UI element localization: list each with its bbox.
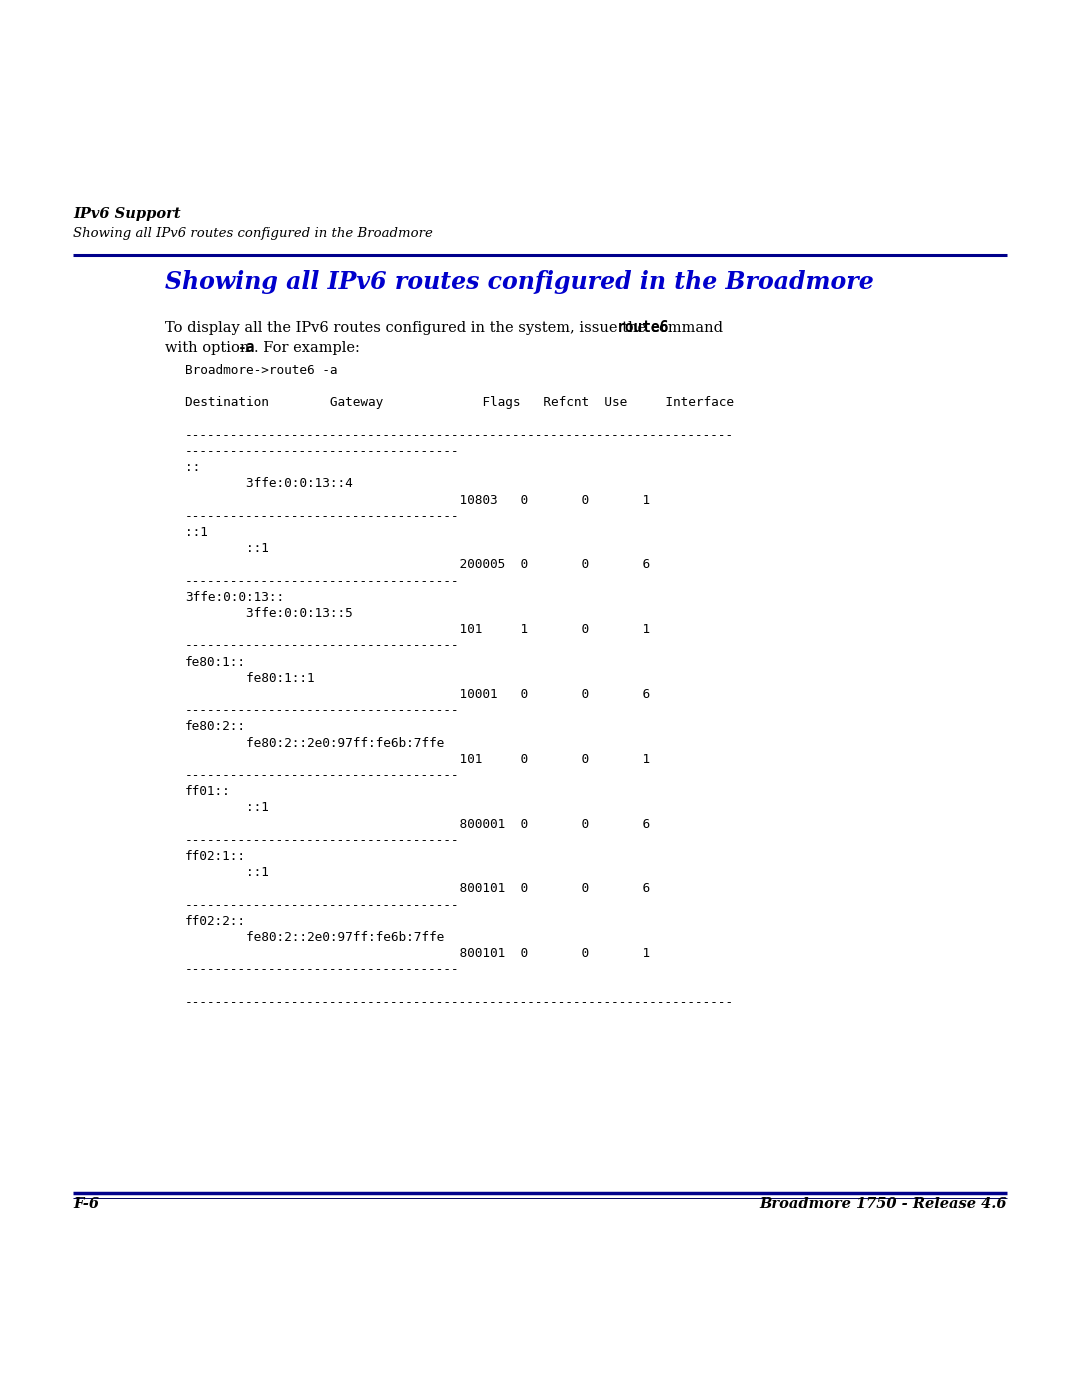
Text: fe80:1::1: fe80:1::1 xyxy=(185,672,314,685)
Text: 800101  0       0       1: 800101 0 0 1 xyxy=(185,947,650,960)
Text: ------------------------------------: ------------------------------------ xyxy=(185,574,459,588)
Text: ::: :: xyxy=(185,461,200,474)
Text: 10803   0       0       1: 10803 0 0 1 xyxy=(185,493,650,507)
Text: ------------------------------------: ------------------------------------ xyxy=(185,834,459,847)
Text: . For example:: . For example: xyxy=(254,341,360,355)
Text: ------------------------------------: ------------------------------------ xyxy=(185,510,459,522)
Text: F-6: F-6 xyxy=(73,1197,99,1211)
Text: fe80:1::: fe80:1:: xyxy=(185,655,246,669)
Text: 101     1       0       1: 101 1 0 1 xyxy=(185,623,650,636)
Text: To display all the IPv6 routes configured in the system, issue the command: To display all the IPv6 routes configure… xyxy=(165,321,728,335)
Text: 10001   0       0       6: 10001 0 0 6 xyxy=(185,687,650,701)
Text: Showing all IPv6 routes configured in the Broadmore: Showing all IPv6 routes configured in th… xyxy=(165,270,874,293)
Text: ------------------------------------: ------------------------------------ xyxy=(185,640,459,652)
Text: ------------------------------------: ------------------------------------ xyxy=(185,446,459,458)
Text: ::1: ::1 xyxy=(185,527,207,539)
Text: ------------------------------------: ------------------------------------ xyxy=(185,898,459,912)
Text: Showing all IPv6 routes configured in the Broadmore: Showing all IPv6 routes configured in th… xyxy=(73,226,433,240)
Text: ------------------------------------: ------------------------------------ xyxy=(185,768,459,782)
Text: ------------------------------------------------------------------------: ----------------------------------------… xyxy=(185,429,734,441)
Text: ff01::: ff01:: xyxy=(185,785,231,798)
Text: ::1: ::1 xyxy=(185,542,269,555)
Text: 3ffe:0:0:13::4: 3ffe:0:0:13::4 xyxy=(185,478,353,490)
Text: ------------------------------------: ------------------------------------ xyxy=(185,704,459,717)
Text: ::1: ::1 xyxy=(185,802,269,814)
Text: fe80:2::2e0:97ff:fe6b:7ffe: fe80:2::2e0:97ff:fe6b:7ffe xyxy=(185,930,444,944)
Text: with option: with option xyxy=(165,341,254,355)
Text: route6: route6 xyxy=(617,320,670,335)
Text: -a: -a xyxy=(238,339,256,355)
Text: 200005  0       0       6: 200005 0 0 6 xyxy=(185,559,650,571)
Text: ff02:1::: ff02:1:: xyxy=(185,849,246,863)
Text: 101     0       0       1: 101 0 0 1 xyxy=(185,753,650,766)
Text: 800101  0       0       6: 800101 0 0 6 xyxy=(185,883,650,895)
Text: Destination        Gateway             Flags   Refcnt  Use     Interface: Destination Gateway Flags Refcnt Use Int… xyxy=(185,397,734,409)
Text: fe80:2::2e0:97ff:fe6b:7ffe: fe80:2::2e0:97ff:fe6b:7ffe xyxy=(185,736,444,750)
Text: fe80:2::: fe80:2:: xyxy=(185,721,246,733)
Text: ------------------------------------------------------------------------: ----------------------------------------… xyxy=(185,996,734,1009)
Text: 3ffe:0:0:13::5: 3ffe:0:0:13::5 xyxy=(185,608,353,620)
Text: ff02:2::: ff02:2:: xyxy=(185,915,246,928)
Text: IPv6 Support: IPv6 Support xyxy=(73,207,180,221)
Text: Broadmore 1750 - Release 4.6: Broadmore 1750 - Release 4.6 xyxy=(759,1197,1007,1211)
Text: 3ffe:0:0:13::: 3ffe:0:0:13:: xyxy=(185,591,284,604)
Text: Broadmore->route6 -a: Broadmore->route6 -a xyxy=(185,365,337,377)
Text: ::1: ::1 xyxy=(185,866,269,879)
Text: ------------------------------------: ------------------------------------ xyxy=(185,964,459,977)
Text: 800001  0       0       6: 800001 0 0 6 xyxy=(185,817,650,831)
